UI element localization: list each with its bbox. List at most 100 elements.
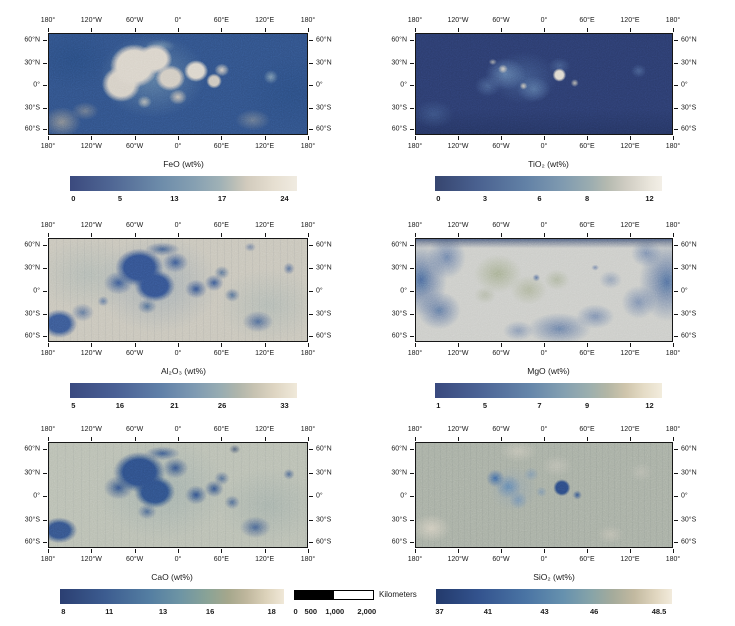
lat-tick-label: 30°S <box>316 310 332 318</box>
lon-tick-label: 60°E <box>579 426 595 433</box>
tick-mark <box>410 39 414 41</box>
tick-mark <box>674 62 678 64</box>
colorbar-tick-label: 0 <box>436 194 441 203</box>
tick-mark <box>410 496 414 498</box>
lon-tick-label: 120°E <box>255 222 275 229</box>
tick-mark <box>673 233 674 237</box>
tick-mark <box>674 268 678 270</box>
tick-mark <box>43 496 47 498</box>
lon-tick-label: 180° <box>665 222 681 229</box>
lat-tick-label: 30°N <box>24 59 40 67</box>
lon-tick-label: 180° <box>407 143 423 150</box>
lon-tick-label: 180° <box>665 426 681 433</box>
lon-tick-label: 180° <box>40 222 56 229</box>
map-panel-sio2: 180° 120°W 60°W 0° 60°E 120°E 180° 180° 120°W 60… <box>391 426 696 616</box>
tick-mark <box>544 549 545 553</box>
tick-mark <box>43 314 47 316</box>
lat-tick-label: 60°N <box>681 445 697 453</box>
tick-mark <box>410 107 414 109</box>
tick-mark <box>309 268 313 270</box>
tick-mark <box>43 62 47 64</box>
lon-tick-label: 60°W <box>126 17 144 24</box>
tick-mark <box>674 472 678 474</box>
tick-mark <box>629 28 631 32</box>
colorbar: CaO (wt%) 8 11 13 16 18 <box>60 572 284 623</box>
tick-mark <box>587 437 588 441</box>
scale-bar-tick-label: 1,000 <box>325 607 345 616</box>
tick-mark <box>500 549 502 553</box>
lon-axis-top: 180° 120°W 60°W 0° 60°E 120°E 180° <box>408 16 680 26</box>
lon-tick-label: 60°W <box>492 143 510 150</box>
tick-mark <box>410 128 414 130</box>
lat-tick-label: 60°S <box>681 125 697 133</box>
colorbar-tick-label: 37 <box>435 607 444 616</box>
tick-mark <box>43 85 47 87</box>
colorbar-tick-label: 11 <box>105 607 114 616</box>
colorbar-tick-label: 12 <box>645 194 654 203</box>
lat-tick-label: 0° <box>400 287 407 295</box>
lon-tick-label: 60°W <box>126 426 144 433</box>
tick-mark <box>458 549 459 553</box>
tick-mark <box>134 437 136 441</box>
lon-tick-label: 180° <box>40 17 56 24</box>
tick-mark <box>309 496 313 498</box>
tick-mark <box>410 244 414 246</box>
tick-mark <box>674 39 678 41</box>
lon-tick-label: 0° <box>540 350 548 357</box>
lat-tick-label: 60°N <box>391 241 407 249</box>
lat-tick-label: 0° <box>33 287 40 295</box>
tick-mark <box>43 244 47 246</box>
tick-mark <box>458 136 459 140</box>
lat-tick-label: 30°N <box>316 59 332 67</box>
tick-mark <box>264 343 266 347</box>
tick-mark <box>629 549 631 553</box>
panel-title: FeO (wt%) <box>163 159 204 169</box>
lon-tick-label: 180° <box>40 350 56 357</box>
lon-tick-label: 180° <box>300 350 316 357</box>
lon-tick-label: 180° <box>665 556 681 563</box>
tick-mark <box>629 233 631 237</box>
lat-tick-label: 60°S <box>24 332 40 340</box>
map-raster <box>416 443 672 547</box>
lon-axis-bottom: 180° 120°W 60°W 0° 60°E 120°E 180° <box>408 349 680 359</box>
lat-tick-label: 60°S <box>24 538 40 546</box>
tick-mark <box>410 519 414 521</box>
tick-mark <box>43 448 47 450</box>
lon-tick-label: 180° <box>300 17 316 24</box>
lon-tick-label: 180° <box>665 143 681 150</box>
tick-mark <box>264 549 266 553</box>
tick-mark <box>178 28 179 32</box>
tick-mark <box>500 136 502 140</box>
tick-mark <box>415 343 416 347</box>
lat-tick-label: 30°S <box>316 516 332 524</box>
tick-mark <box>587 549 588 553</box>
tick-mark <box>264 136 266 140</box>
lon-axis-bottom: 180° 120°W 60°W 0° 60°E 120°E 180° <box>41 555 315 565</box>
tick-mark <box>674 244 678 246</box>
tick-mark <box>500 343 502 347</box>
lat-tick-label: 30°S <box>391 516 407 524</box>
scale-bar-unit-label: Kilometers <box>379 590 417 599</box>
lon-tick-label: 120°W <box>80 556 102 563</box>
lat-tick-label: 60°N <box>316 36 332 44</box>
lon-tick-label: 180° <box>407 556 423 563</box>
map-canvas <box>415 442 673 548</box>
tick-mark <box>309 335 313 337</box>
colorbar-tick-label: 13 <box>158 607 168 616</box>
colorbar-tick-label: 16 <box>205 607 215 616</box>
tick-mark <box>309 448 313 450</box>
tick-mark <box>308 549 309 553</box>
lat-tick-label: 60°S <box>391 125 407 133</box>
lat-tick-label: 0° <box>681 287 688 295</box>
lat-tick-label: 60°N <box>681 36 697 44</box>
tick-mark <box>674 314 678 316</box>
tick-mark <box>309 519 313 521</box>
tick-mark <box>674 107 678 109</box>
lon-tick-label: 60°W <box>492 222 510 229</box>
tick-mark <box>308 233 309 237</box>
scale-bar: Kilometers 0 500 1,000 2,000 <box>294 590 436 622</box>
lon-tick-label: 120°E <box>255 350 275 357</box>
lat-tick-label: 60°S <box>391 538 407 546</box>
tick-mark <box>410 314 414 316</box>
tick-mark <box>674 85 678 87</box>
